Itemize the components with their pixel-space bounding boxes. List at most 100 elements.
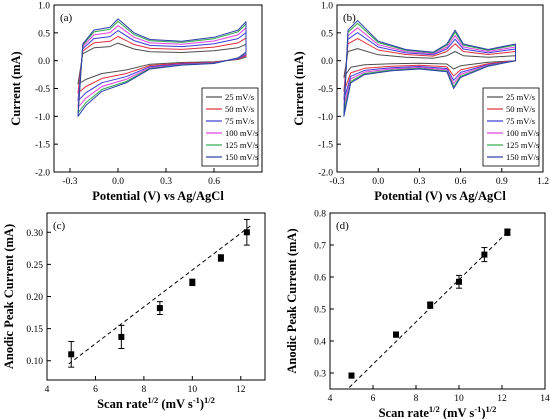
- y-tick-label: 0.4: [314, 338, 326, 348]
- x-tick-label: 10: [188, 385, 198, 395]
- y-tick-label: 0.5: [314, 306, 326, 316]
- data-point: [456, 278, 462, 285]
- legend-box: [201, 87, 259, 167]
- cv-series-line: [343, 20, 516, 117]
- x-label-part: (mV s: [158, 397, 193, 411]
- y-tick-label: 0.5: [321, 29, 333, 39]
- x-tick-label: -0.3: [329, 177, 344, 187]
- legend-entry: 75 mV/s: [225, 116, 254, 126]
- x-tick-label: 0.6: [208, 177, 220, 187]
- x-tick-label: 0.0: [372, 177, 384, 187]
- legend-box: [482, 87, 540, 167]
- y-tick-label: 0.0: [38, 57, 50, 67]
- panel-4: 4 6 8 10 12 14 0.3 0.4 0.5 0.6 0.7 0.8 (d) Anodic Pea…: [285, 210, 550, 419]
- x-label-part: ): [200, 397, 204, 411]
- data-point: [118, 333, 125, 340]
- x-axis-label: Scan rate1/2 (mV s-1)1/2: [379, 404, 497, 419]
- y-tick-label: -1.5: [318, 141, 333, 151]
- y-tick-label: -0.5: [318, 85, 333, 95]
- data-point: [348, 372, 355, 379]
- x-tick-label: 14: [540, 394, 550, 404]
- plot-frame: [329, 212, 546, 390]
- data-point: [481, 251, 488, 258]
- y-axis-label: Anodic Peak Current (mA): [2, 224, 16, 369]
- panel-3: 4 6 8 10 12 0.10 0.15 0.20 0.25 0.30 (c) Anodic Pea…: [2, 212, 266, 411]
- y-tick-label: 0.6: [314, 274, 326, 284]
- cv-series-line: [77, 18, 247, 117]
- plot-frame: [46, 212, 266, 381]
- x-label-part: Scan rate: [379, 406, 430, 419]
- y-tick-label: 1.0: [38, 2, 50, 12]
- x-tick-label: 10: [454, 394, 464, 404]
- cv-series-line: [77, 42, 247, 85]
- y-tick-label: 0.8: [314, 210, 326, 220]
- x-label-superscript: 1/2: [147, 395, 158, 405]
- legend: 25 mV/s 50 mV/s 75 mV/s 100 mV/s 125 mV/s 150…: [482, 87, 540, 167]
- x-label-superscript: 1/2: [204, 395, 215, 405]
- panel-label: (a): [60, 12, 73, 24]
- cv-series-line: [77, 36, 247, 94]
- y-tick-label: -0.5: [35, 85, 50, 95]
- x-tick-label: 4: [328, 394, 333, 404]
- x-tick-label: 8: [414, 394, 419, 404]
- y-tick-label: 0.5: [38, 29, 50, 39]
- data-point: [427, 302, 434, 309]
- fit-line: [68, 225, 251, 365]
- cv-curves: [77, 18, 247, 117]
- panel-label: (b): [343, 12, 356, 24]
- data-point: [217, 254, 224, 261]
- x-tick-label: 6: [93, 385, 98, 395]
- legend-entry: 25 mV/s: [506, 92, 535, 102]
- cv-series-line: [77, 30, 247, 102]
- x-label-part: ): [481, 406, 485, 419]
- x-label-superscript: 1/2: [429, 404, 440, 414]
- data-point: [393, 331, 400, 338]
- y-tick-label: -1.5: [35, 141, 50, 151]
- x-tick-label: 1.2: [537, 177, 549, 187]
- x-tick-label: 12: [497, 394, 507, 404]
- x-axis-label: Potential (V) vs Ag/AgCl: [92, 189, 224, 203]
- y-tick-label: -1.0: [318, 113, 333, 123]
- y-tick-label: 0.3: [314, 370, 326, 380]
- legend-entry: 50 mV/s: [225, 104, 254, 114]
- y-tick-label: -2.0: [318, 169, 333, 179]
- data-point: [156, 305, 163, 312]
- legend-entry: 125 mV/s: [506, 140, 539, 150]
- x-tick-label: 8: [142, 385, 147, 395]
- data-point: [504, 229, 511, 236]
- x-label-superscript: -1: [193, 395, 200, 405]
- cv-series-line: [77, 25, 247, 108]
- panel-label: (d): [336, 220, 349, 232]
- cv-series-line: [77, 20, 247, 114]
- y-tick-label: 0.0: [321, 57, 333, 67]
- legend-entry: 150 mV/s: [506, 152, 539, 162]
- panel-2: -0.3 0.0 0.3 0.6 0.9 1.2 -2.0 -1.5 -1.0 -0.5 0.0 0.…: [292, 2, 549, 204]
- y-tick-label: 0.15: [26, 325, 43, 335]
- legend-entry: 25 mV/s: [225, 92, 254, 102]
- panel-1: -0.3 0.0 0.3 0.6 -2.0 -1.5 -1.0 -0.5 0.0 0.5 1.0 (a…: [9, 2, 263, 203]
- data-point: [189, 279, 196, 286]
- y-tick-label: 0.30: [26, 229, 43, 239]
- y-tick-label: 0.10: [26, 357, 43, 367]
- x-tick-label: 12: [236, 385, 246, 395]
- panel-label: (c): [53, 220, 66, 232]
- x-label-part: (mV s: [440, 406, 475, 419]
- x-axis-label: Potential (V) vs Ag/AgCl: [374, 189, 506, 203]
- x-tick-label: 0.9: [496, 177, 508, 187]
- legend-entry: 50 mV/s: [506, 104, 535, 114]
- data-point: [68, 351, 75, 358]
- legend-entry: 100 mV/s: [225, 128, 258, 138]
- y-tick-label: -2.0: [35, 169, 50, 179]
- legend-entry: 125 mV/s: [225, 140, 258, 150]
- legend-entry: 75 mV/s: [506, 116, 535, 126]
- legend-entry: 150 mV/s: [225, 152, 258, 162]
- data-point: [243, 229, 250, 236]
- x-label-superscript: 1/2: [486, 404, 497, 414]
- y-tick-label: 0.25: [26, 261, 43, 271]
- x-label-superscript: -1: [474, 404, 481, 414]
- x-tick-label: 0.3: [160, 177, 172, 187]
- x-tick-label: 0.0: [112, 177, 124, 187]
- x-tick-label: 0.6: [455, 177, 467, 187]
- y-axis-label: Current (mA): [9, 51, 23, 125]
